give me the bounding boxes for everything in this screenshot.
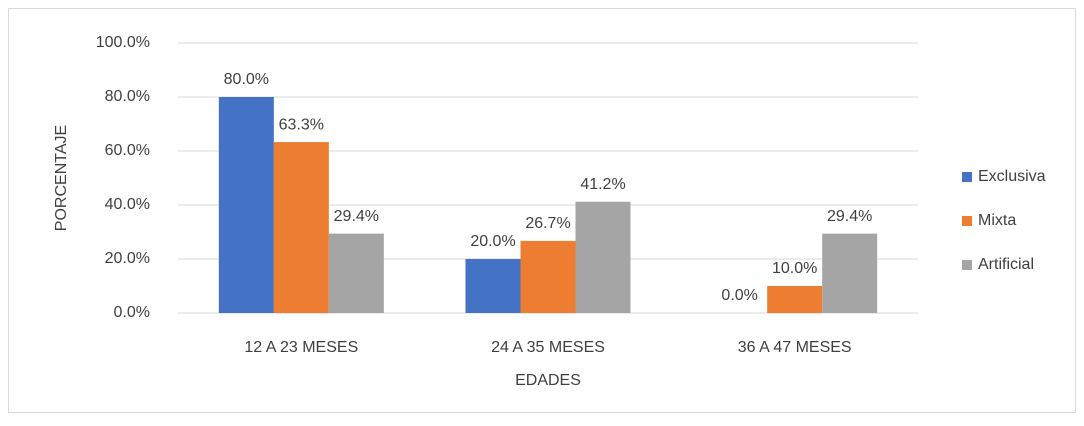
- bar: [822, 233, 878, 313]
- y-tick-label: 80.0%: [105, 88, 150, 105]
- data-label: 10.0%: [772, 260, 817, 277]
- y-tick-label: 100.0%: [96, 34, 150, 51]
- y-tick-label: 40.0%: [105, 196, 150, 213]
- legend-label: Artificial: [978, 256, 1034, 273]
- legend-swatch: [962, 172, 972, 182]
- data-label: 63.3%: [279, 116, 324, 133]
- legend-label: Exclusiva: [978, 168, 1046, 185]
- x-tick-label: 24 A 35 MESES: [491, 339, 605, 356]
- legend-swatch: [962, 260, 972, 270]
- data-label: 0.0%: [721, 287, 757, 304]
- bar: [575, 201, 631, 313]
- y-axis-title: PORCENTAJE: [53, 125, 70, 231]
- x-axis-title: EDADES: [515, 372, 581, 389]
- data-label: 29.4%: [334, 208, 379, 225]
- bar: [218, 97, 274, 313]
- chart-frame: [8, 8, 1076, 413]
- bar: [520, 240, 576, 313]
- bar: [767, 286, 823, 313]
- x-tick-label: 36 A 47 MESES: [738, 339, 852, 356]
- y-tick-label: 60.0%: [105, 142, 150, 159]
- bar: [328, 233, 384, 313]
- data-label: 26.7%: [525, 215, 570, 232]
- bar: [465, 259, 521, 313]
- y-tick-label: 0.0%: [114, 304, 150, 321]
- data-label: 41.2%: [580, 176, 625, 193]
- y-tick-label: 20.0%: [105, 250, 150, 267]
- data-label: 20.0%: [470, 233, 515, 250]
- data-label: 29.4%: [827, 208, 872, 225]
- bar: [273, 142, 329, 313]
- legend-swatch: [962, 216, 972, 226]
- legend-label: Mixta: [978, 212, 1016, 229]
- x-tick-label: 12 A 23 MESES: [244, 339, 358, 356]
- data-label: 80.0%: [224, 71, 269, 88]
